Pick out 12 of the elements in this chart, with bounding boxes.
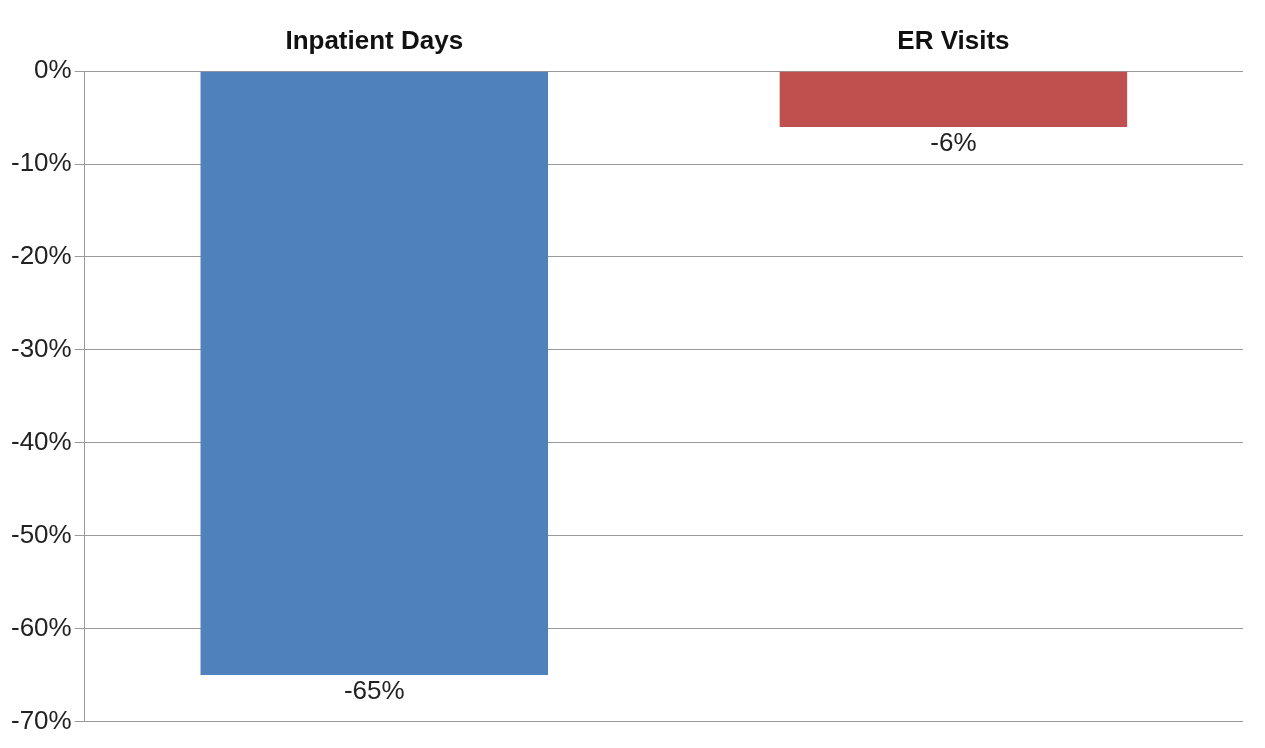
x-tick-label: Inpatient Days (285, 24, 464, 55)
y-tick-label: -20% (10, 240, 72, 271)
y-tick-label: -50% (10, 518, 72, 549)
y-tick-label: -40% (10, 425, 72, 456)
data-label: -65% (343, 675, 405, 706)
data-label: -6% (930, 127, 977, 158)
y-tick-label: -10% (10, 147, 72, 178)
y-tick-label: 0% (34, 54, 72, 85)
x-tick-label: ER Visits (897, 24, 1010, 55)
y-tick-label: -30% (10, 333, 72, 364)
y-tick-label: -60% (10, 611, 72, 642)
y-tick-label: -70% (10, 704, 72, 735)
